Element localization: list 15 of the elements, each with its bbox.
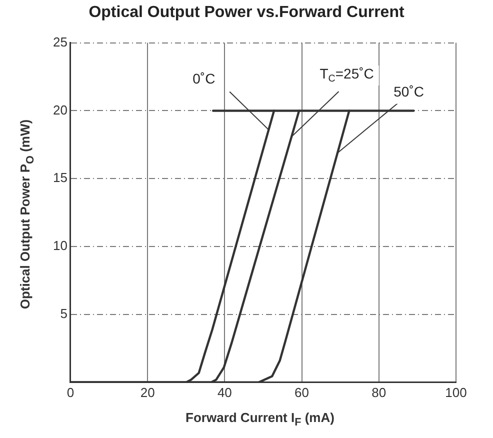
y-tick-label: 5: [60, 306, 68, 322]
chart-title: Optical Output Power vs.Forward Current: [88, 4, 406, 22]
y-tick-label: 10: [52, 238, 68, 254]
x-tick-label: 0: [66, 384, 74, 400]
x-tick-label: 60: [294, 384, 310, 400]
x-tick-label: 80: [372, 384, 386, 400]
annotation: 50˚C: [394, 84, 424, 100]
x-tick-label: 20: [140, 384, 155, 400]
y-tick-label: 15: [52, 170, 68, 186]
y-tick-label: 25: [52, 34, 68, 50]
x-axis-title: Forward Current I$_{F}$ (mA): [184, 410, 336, 429]
x-tick-label: 100: [445, 384, 467, 400]
y-tick-label: 20: [52, 102, 68, 118]
x-tick-label: 40: [217, 384, 232, 400]
annotation: 0˚C: [192, 70, 216, 87]
